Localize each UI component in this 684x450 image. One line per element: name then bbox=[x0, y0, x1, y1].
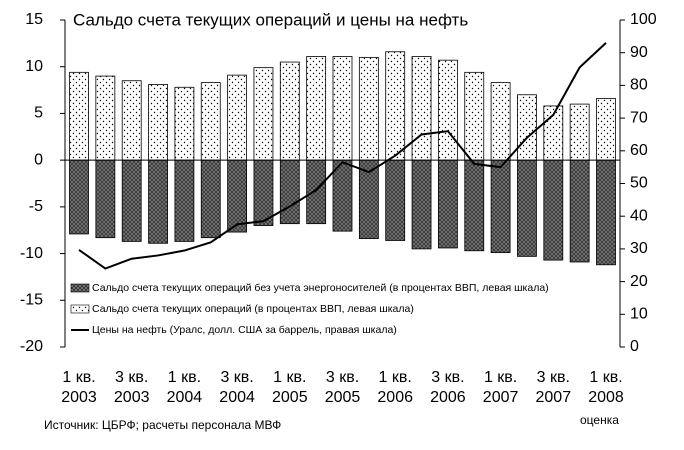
bar bbox=[121, 159, 142, 242]
bar bbox=[332, 56, 353, 161]
y-tick-label: 5 bbox=[34, 105, 43, 122]
x-tick-label: 1 кв. 2004 bbox=[166, 369, 203, 406]
bar bbox=[174, 86, 195, 161]
y-tick-label: -20 bbox=[20, 338, 43, 355]
bar bbox=[69, 159, 89, 235]
x-tick-label: 1 кв. 2005 bbox=[272, 369, 308, 406]
bar bbox=[200, 82, 221, 161]
bar bbox=[253, 159, 274, 226]
x-tick-label: 1 кв. 2008 bbox=[588, 369, 624, 406]
bar bbox=[596, 159, 616, 266]
x-tick-label: 3 кв. 2007 bbox=[535, 369, 572, 406]
bar bbox=[69, 71, 89, 161]
bar bbox=[464, 71, 485, 161]
x-tick-label: 1 кв. 2006 bbox=[377, 369, 413, 406]
bar bbox=[332, 159, 353, 232]
bar bbox=[411, 56, 432, 161]
y2-tick-label: 30 bbox=[630, 240, 648, 257]
y2-tick-label: 20 bbox=[630, 273, 648, 290]
y-tick-label: -15 bbox=[20, 292, 43, 309]
y2-tick-label: 40 bbox=[630, 207, 648, 224]
y-tick-label: 10 bbox=[25, 58, 43, 75]
legend-box bbox=[66, 277, 617, 341]
bar bbox=[253, 67, 274, 161]
source: Источник: ЦБРФ; расчеты персонала МВФ bbox=[44, 418, 282, 432]
legend-label: Сальдо счета текущих операций без учета … bbox=[92, 282, 549, 294]
y2-tick-label: 90 bbox=[630, 44, 648, 61]
bar bbox=[121, 80, 142, 161]
bar bbox=[358, 56, 379, 161]
bar bbox=[200, 159, 221, 239]
bar bbox=[517, 159, 537, 257]
x-tick-label: 3 кв. 2003 bbox=[113, 369, 150, 406]
y2-tick-label: 80 bbox=[630, 77, 648, 94]
bar bbox=[279, 61, 300, 161]
x-tick-label: 3 кв. 2004 bbox=[219, 369, 255, 406]
bar bbox=[306, 159, 327, 225]
bar bbox=[437, 59, 458, 161]
bar bbox=[148, 84, 168, 161]
y2-tick-label: 60 bbox=[630, 142, 648, 159]
bar bbox=[174, 159, 195, 242]
y-tick-label: -5 bbox=[29, 198, 43, 215]
bar bbox=[437, 159, 458, 249]
bar bbox=[464, 159, 485, 252]
chart-title: Сальдо счета текущих операций и цены на … bbox=[73, 10, 468, 29]
annotation: оценка bbox=[580, 413, 619, 427]
y2-tick-label: 50 bbox=[630, 175, 648, 192]
legend-swatch bbox=[70, 304, 90, 314]
y-tick-label: 15 bbox=[25, 11, 43, 28]
bar bbox=[385, 159, 406, 241]
bar bbox=[569, 103, 590, 161]
bar bbox=[95, 159, 116, 239]
x-tick-label: 3 кв. 2005 bbox=[324, 369, 361, 406]
bar bbox=[596, 98, 616, 161]
bar bbox=[385, 51, 406, 161]
bar bbox=[490, 82, 511, 161]
legend-swatch bbox=[70, 283, 90, 293]
legend-label: Цены на нефть (Уралс, долл. США за барре… bbox=[92, 324, 397, 336]
y-tick-label: -10 bbox=[20, 245, 43, 262]
x-tick-label: 1 кв. 2003 bbox=[61, 369, 97, 406]
y2-tick-label: 70 bbox=[630, 109, 648, 126]
y-tick-label: 0 bbox=[34, 151, 43, 168]
bar bbox=[411, 159, 432, 250]
chart-svg: Сальдо счета текущих операций и цены на … bbox=[20, 10, 657, 355]
line bbox=[78, 42, 607, 270]
bar bbox=[148, 159, 168, 244]
bar bbox=[517, 94, 537, 161]
legend-label: Сальдо счета текущих операций (в процент… bbox=[92, 303, 414, 315]
x-tick-label: 1 кв. 2007 bbox=[482, 369, 519, 406]
bar bbox=[279, 159, 300, 225]
bar bbox=[490, 159, 511, 254]
x-tick-label: 3 кв. 2006 bbox=[430, 369, 466, 406]
y2-tick-label: 0 bbox=[630, 338, 639, 355]
bar bbox=[227, 159, 248, 233]
y2-tick-label: 100 bbox=[630, 11, 657, 28]
bar bbox=[227, 74, 248, 161]
bar bbox=[543, 159, 564, 261]
bar bbox=[306, 56, 327, 161]
bar bbox=[569, 159, 590, 263]
y2-tick-label: 10 bbox=[630, 306, 648, 323]
bar bbox=[95, 75, 116, 161]
